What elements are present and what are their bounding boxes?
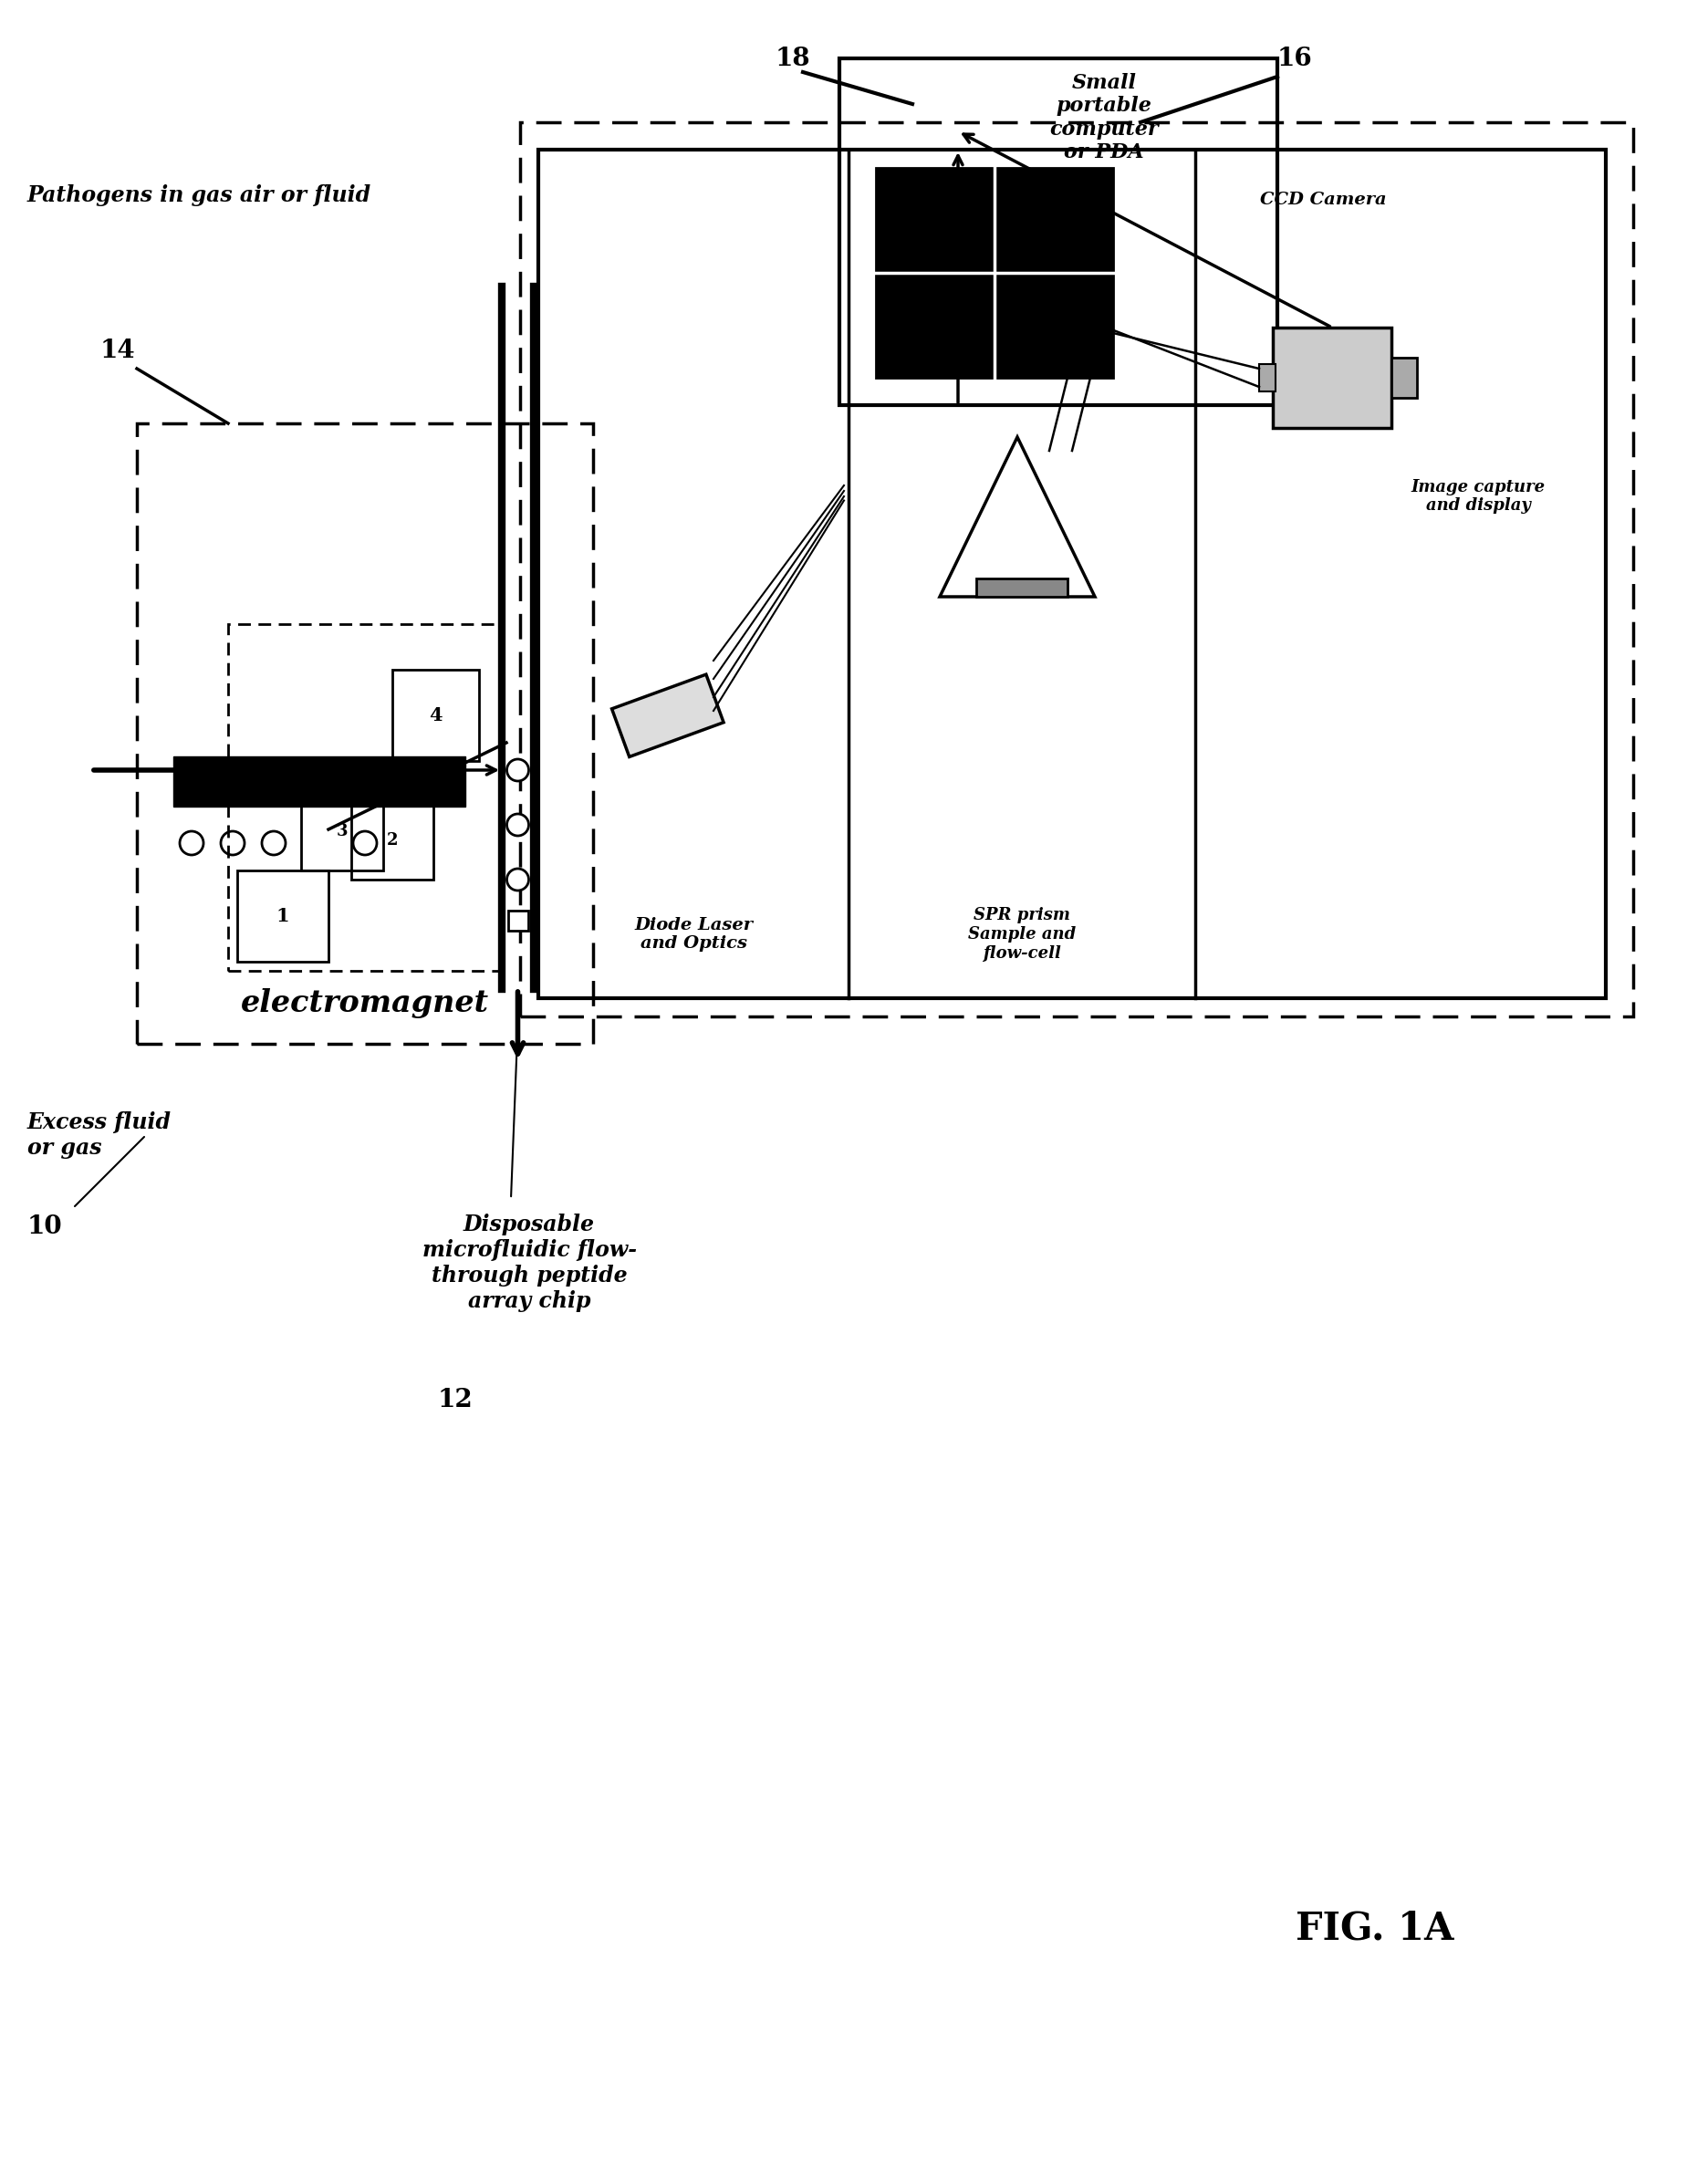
- Text: electromagnet: electromagnet: [241, 988, 488, 1018]
- Text: Disposable
microfluidic flow-
through peptide
array chip: Disposable microfluidic flow- through pe…: [422, 1214, 637, 1311]
- Text: 14: 14: [101, 339, 135, 362]
- Circle shape: [507, 869, 529, 891]
- Circle shape: [507, 813, 529, 835]
- Text: Image capture
and display: Image capture and display: [1411, 479, 1546, 513]
- Text: 12: 12: [437, 1387, 473, 1413]
- Text: Excess fluid
or gas: Excess fluid or gas: [27, 1111, 171, 1158]
- Text: 3: 3: [336, 824, 348, 839]
- Polygon shape: [876, 168, 1114, 377]
- Text: 10: 10: [27, 1214, 63, 1238]
- Polygon shape: [611, 675, 724, 757]
- Text: CCD Camera: CCD Camera: [1261, 192, 1387, 207]
- Text: Small
portable
computer
or PDA: Small portable computer or PDA: [1049, 73, 1158, 162]
- Text: 2: 2: [386, 833, 398, 850]
- Text: SPR prism
Sample and
flow-cell: SPR prism Sample and flow-cell: [968, 908, 1076, 962]
- Polygon shape: [173, 757, 465, 807]
- Polygon shape: [1272, 328, 1392, 427]
- Text: 18: 18: [775, 45, 811, 71]
- Text: 4: 4: [429, 705, 442, 725]
- Polygon shape: [977, 578, 1068, 597]
- Text: Pathogens in gas air or fluid: Pathogens in gas air or fluid: [27, 183, 371, 207]
- Circle shape: [507, 759, 529, 781]
- Text: 16: 16: [1278, 45, 1313, 71]
- Polygon shape: [1259, 365, 1276, 390]
- Text: 1: 1: [277, 906, 290, 925]
- Polygon shape: [507, 910, 528, 930]
- Text: FIG. 1A: FIG. 1A: [1296, 1909, 1454, 1948]
- Text: Diode Laser
and Optics: Diode Laser and Optics: [634, 917, 753, 951]
- Polygon shape: [1392, 358, 1418, 397]
